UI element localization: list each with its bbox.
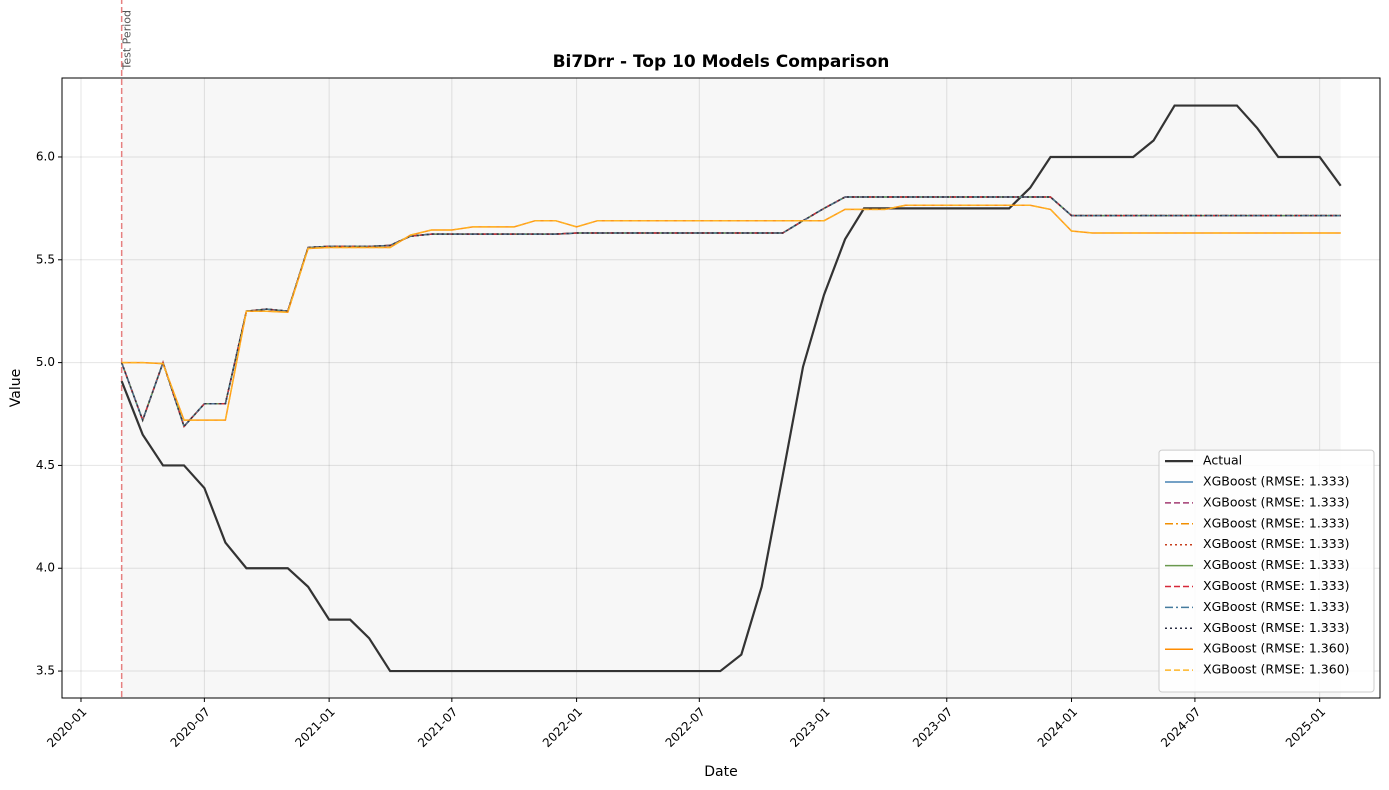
y-tick-label: 4.5 — [36, 458, 55, 472]
series-line — [120, 196, 1341, 428]
test-period-label: Test Period — [121, 10, 134, 70]
legend-label: XGBoost (RMSE: 1.333) — [1203, 557, 1350, 572]
legend-label: XGBoost (RMSE: 1.333) — [1203, 536, 1350, 551]
legend-label: XGBoost (RMSE: 1.360) — [1203, 662, 1350, 677]
legend-label: Actual — [1203, 453, 1242, 468]
legend-label: XGBoost (RMSE: 1.333) — [1203, 578, 1350, 593]
y-tick-label: 3.5 — [36, 664, 55, 678]
y-tick-label: 5.5 — [36, 252, 55, 266]
series-line — [121, 204, 1341, 421]
test-period-region — [121, 78, 1341, 698]
y-tick-label: 5.0 — [36, 355, 55, 369]
legend-label: XGBoost (RMSE: 1.360) — [1203, 641, 1350, 656]
series-line — [120, 104, 1342, 673]
legend-label: XGBoost (RMSE: 1.333) — [1203, 515, 1350, 530]
legend-box — [1158, 449, 1375, 693]
x-axis-label: Date — [704, 764, 737, 780]
legend-label: XGBoost (RMSE: 1.333) — [1203, 494, 1350, 509]
legend-label: XGBoost (RMSE: 1.333) — [1203, 620, 1350, 635]
y-tick-label: 6.0 — [36, 149, 55, 163]
y-axis-label: Value — [8, 369, 24, 407]
plot-frame — [61, 77, 1381, 699]
legend-label: XGBoost (RMSE: 1.333) — [1203, 474, 1350, 489]
y-tick-label: 4.0 — [36, 561, 55, 575]
chart-title: Bi7Drr - Top 10 Models Comparison — [553, 52, 890, 72]
legend-label: XGBoost (RMSE: 1.333) — [1203, 599, 1350, 614]
